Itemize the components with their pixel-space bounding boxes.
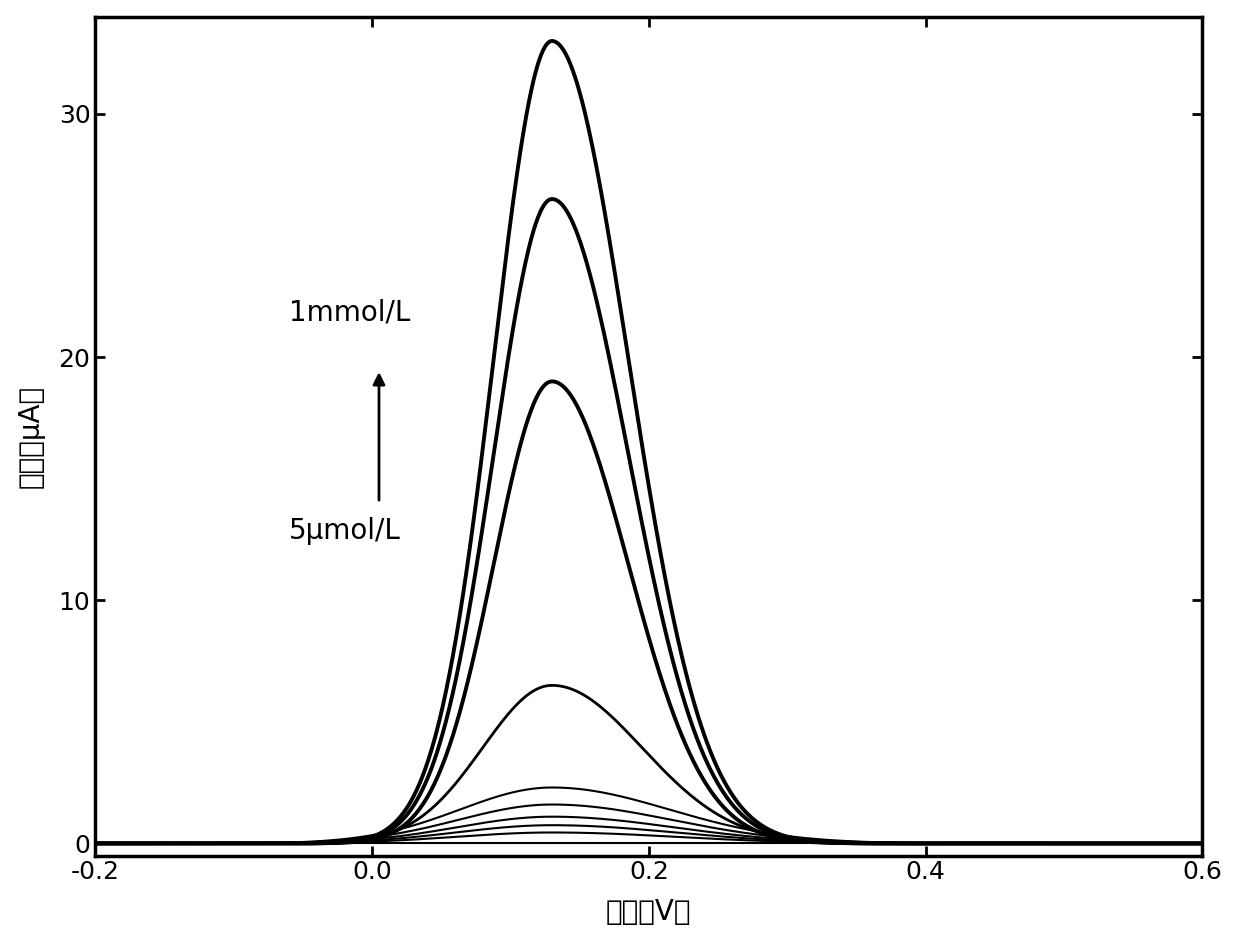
Y-axis label: 电流（μA）: 电流（μA）	[16, 385, 45, 488]
Text: 5μmol/L: 5μmol/L	[289, 518, 401, 545]
Text: 1mmol/L: 1mmol/L	[289, 299, 410, 326]
X-axis label: 电压（V）: 电压（V）	[606, 899, 691, 926]
